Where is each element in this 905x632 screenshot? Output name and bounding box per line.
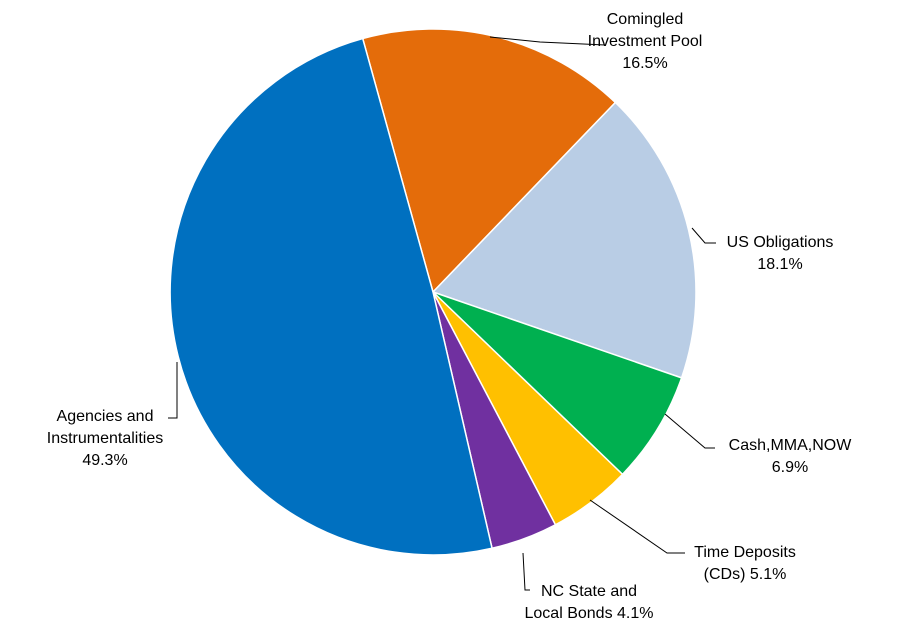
label-line: (CDs) 5.1% — [704, 566, 787, 583]
label-time-deposits-cds: Time Deposits (CDs) 5.1% — [694, 544, 796, 583]
label-line: Cash,MMA,NOW — [729, 437, 853, 454]
slice-comingled-investment-pool — [361, 28, 617, 294]
label-line: 16.5% — [622, 55, 667, 72]
label-us-obligations: US Obligations 18.1% — [727, 234, 834, 273]
label-line: 18.1% — [757, 256, 802, 273]
label-line: US Obligations — [727, 234, 834, 251]
leader-line-agencies-and-instrumentalities — [168, 362, 178, 419]
label-line: NC State and — [541, 583, 637, 600]
pie-slices — [169, 28, 697, 556]
leader-line-nc-state-and-local-bonds — [522, 552, 530, 591]
label-line: 6.9% — [772, 459, 808, 476]
label-line: Investment Pool — [588, 33, 703, 50]
label-line: Local Bonds 4.1% — [525, 605, 654, 622]
leader-line-time-deposits-cds — [589, 499, 685, 554]
leader-lines — [168, 36, 716, 591]
label-line: Comingled — [607, 11, 683, 28]
label-line: 49.3% — [82, 452, 127, 469]
leader-line-cash-mma-now — [664, 413, 715, 449]
label-line: Time Deposits — [694, 544, 796, 561]
label-comingled-investment-pool: Comingled Investment Pool 16.5% — [588, 11, 703, 72]
label-cash-mma-now: Cash,MMA,NOW 6.9% — [729, 437, 853, 476]
slice-labels: Comingled Investment Pool 16.5% US Obligati… — [47, 11, 852, 622]
label-nc-state-and-local-bonds: NC State and Local Bonds 4.1% — [525, 583, 654, 622]
label-agencies-and-instrumentalities: Agencies and Instrumentalities 49.3% — [47, 408, 164, 469]
label-line: Instrumentalities — [47, 430, 164, 447]
leader-line-comingled-investment-pool — [489, 36, 606, 46]
slice-us-obligations — [431, 101, 697, 379]
leader-line-us-obligations — [691, 227, 716, 244]
slice-agencies-and-instrumentalities — [169, 37, 493, 556]
slice-cash-mma-now — [432, 291, 683, 476]
label-line: Agencies and — [57, 408, 154, 425]
